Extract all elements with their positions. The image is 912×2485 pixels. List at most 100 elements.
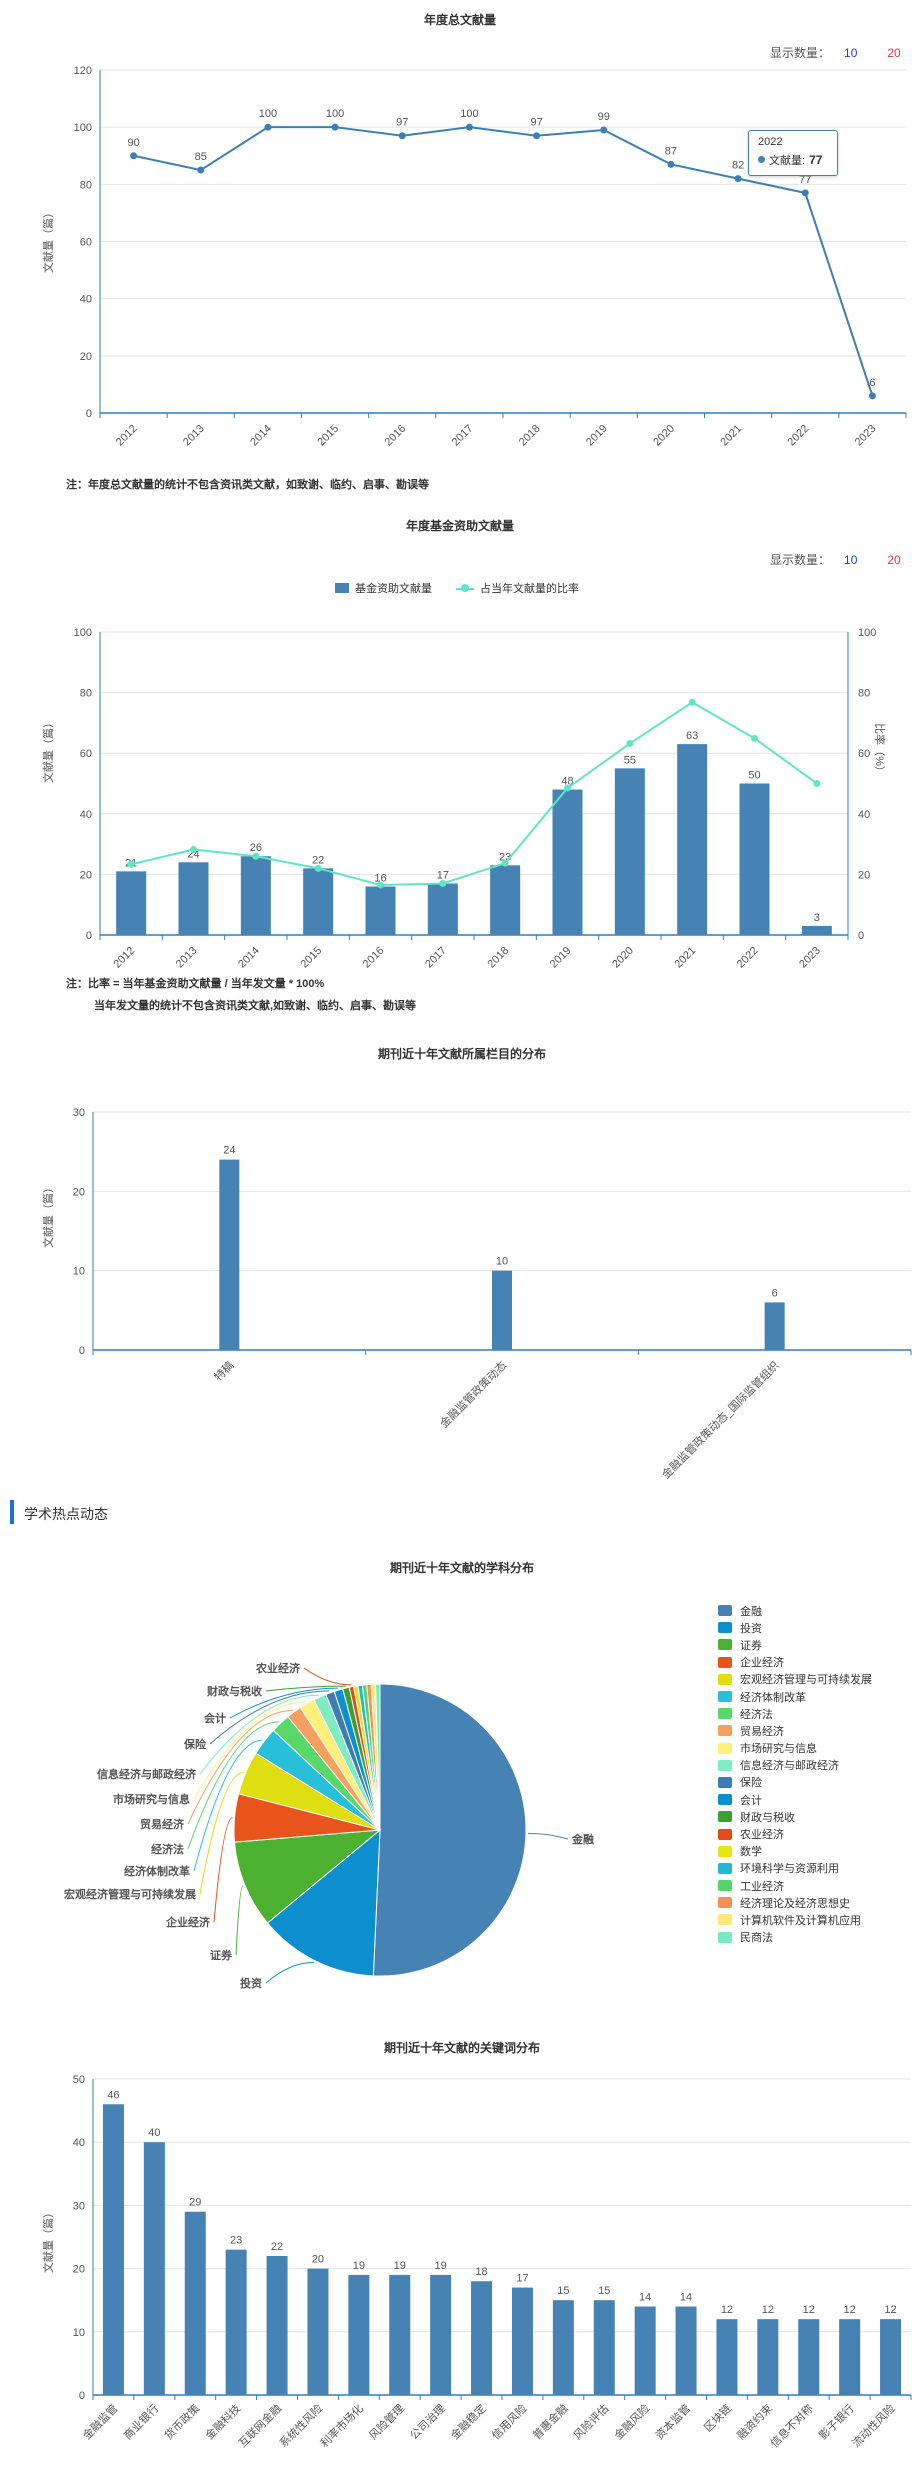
count-20-button[interactable]: 20 <box>887 553 901 567</box>
ratio-point <box>688 698 696 706</box>
ratio-point <box>751 734 758 742</box>
legend-item[interactable]: 数学 <box>718 1843 872 1860</box>
tooltip-year: 2022 <box>758 136 783 148</box>
count-10-button[interactable]: 10 <box>844 46 858 60</box>
keyword-value-label: 12 <box>803 2304 815 2316</box>
column-x-tick: 金融监管政策动态_国际监管组织 <box>659 1358 782 1481</box>
pie-leader-line <box>265 1961 314 1984</box>
fund-bar <box>552 789 583 935</box>
legend-item[interactable]: 投资 <box>718 1619 872 1636</box>
ratio-point <box>190 846 197 854</box>
count-switch-label: 显示数量： <box>770 553 831 567</box>
fund-x-tick: 2022 <box>735 945 761 971</box>
legend-swatch <box>718 1656 732 1668</box>
legend-swatch <box>718 1759 732 1771</box>
legend-item[interactable]: 农业经济 <box>718 1825 872 1842</box>
annual-point <box>801 189 809 197</box>
annual-point <box>331 123 339 131</box>
legend-fund-count[interactable]: 基金资助文献量 <box>355 583 432 595</box>
annual-value-label: 100 <box>326 108 344 120</box>
fund-y2-tick: 100 <box>858 627 876 639</box>
fund-value-label: 16 <box>374 873 386 885</box>
legend-item[interactable]: 保险 <box>718 1774 872 1791</box>
legend-item[interactable]: 环境科学与资源利用 <box>718 1860 872 1877</box>
legend-swatch <box>718 1622 732 1634</box>
legend-label: 数学 <box>740 1846 762 1859</box>
annual-x-tick: 2012 <box>114 423 140 449</box>
fund-y2-tick: 20 <box>858 869 870 881</box>
fund-x-tick: 2016 <box>361 945 387 971</box>
annual-x-tick: 2022 <box>786 423 812 449</box>
keyword-y-tick: 50 <box>73 2074 85 2086</box>
count-10-button[interactable]: 10 <box>844 553 858 567</box>
annual-x-tick: 2013 <box>181 423 207 449</box>
keyword-y-tick: 0 <box>79 2390 85 2402</box>
fund-y2-axis-label: 比率（%） <box>873 723 887 777</box>
legend-item[interactable]: 计算机软件及计算机应用 <box>718 1911 872 1928</box>
legend-item[interactable]: 民商法 <box>718 1929 872 1946</box>
keyword-value-label: 19 <box>435 2260 447 2272</box>
annual-value-label: 82 <box>732 160 744 172</box>
fund-chart-title: 年度基金资助文献量 <box>406 518 514 533</box>
annual-x-tick: 2023 <box>853 423 879 449</box>
legend-item[interactable]: 财政与税收 <box>718 1808 872 1825</box>
annual-value-label: 87 <box>665 145 677 157</box>
keyword-bar <box>634 2306 656 2395</box>
keyword-x-tick: 金融科技 <box>202 2401 243 2442</box>
keyword-value-label: 20 <box>312 2254 324 2266</box>
keyword-x-tick: 流动性风险 <box>849 2401 898 2450</box>
fund-note-1: 注：比率 = 当年基金资助文献量 / 当年发文量 * 100% <box>66 978 325 990</box>
legend-item[interactable]: 企业经济 <box>718 1654 872 1671</box>
annual-y-tick: 100 <box>74 122 92 134</box>
fund-y-tick: 40 <box>80 809 92 821</box>
column-y-tick: 30 <box>73 1107 85 1119</box>
legend-item[interactable]: 经济体制改革 <box>718 1688 872 1705</box>
legend-item[interactable]: 经济法 <box>718 1705 872 1722</box>
legend-ratio[interactable]: 占当年文献量的比率 <box>480 583 579 595</box>
keyword-bar <box>675 2306 697 2395</box>
legend-item[interactable]: 金融 <box>718 1602 872 1619</box>
keyword-value-label: 14 <box>639 2292 651 2304</box>
fund-value-label: 55 <box>624 754 636 766</box>
annual-x-tick: 2016 <box>383 423 409 449</box>
legend-swatch <box>718 1862 732 1874</box>
fund-y-tick: 100 <box>74 627 92 639</box>
keyword-value-label: 18 <box>475 2266 487 2278</box>
legend-item[interactable]: 经济理论及经济思想史 <box>718 1894 872 1911</box>
section-accent-bar <box>10 1500 14 1524</box>
annual-point <box>868 392 876 400</box>
pie-leader-line <box>199 1771 244 1895</box>
pie-leader-line <box>209 1690 330 1745</box>
column-y-tick: 10 <box>73 1266 85 1278</box>
fund-y-axis-label: 文献量（篇） <box>41 717 55 783</box>
fund-bar <box>240 856 271 935</box>
annual-value-label: 6 <box>869 377 875 389</box>
legend-item[interactable]: 工业经济 <box>718 1877 872 1894</box>
column-bar <box>492 1270 512 1350</box>
legend-item[interactable]: 会计 <box>718 1791 872 1808</box>
legend-swatch <box>718 1776 732 1788</box>
legend-item[interactable]: 证券 <box>718 1636 872 1653</box>
pie-outer-label: 证券 <box>210 1948 233 1962</box>
keyword-x-tick: 信用风险 <box>489 2401 530 2442</box>
count-20-button[interactable]: 20 <box>887 46 901 60</box>
annual-count-switch: 显示数量： 10 20 <box>770 44 901 61</box>
legend-label: 宏观经济管理与可持续发展 <box>740 1674 872 1687</box>
legend-item[interactable]: 贸易经济 <box>718 1722 872 1739</box>
column-x-tick: 金融监管政策动态 <box>437 1358 509 1430</box>
fund-y-tick: 20 <box>80 869 92 881</box>
legend-swatch <box>718 1897 732 1909</box>
keyword-bar <box>225 2249 247 2395</box>
annual-value-label: 85 <box>195 151 207 163</box>
annual-point <box>533 132 541 140</box>
legend-item[interactable]: 信息经济与邮政经济 <box>718 1757 872 1774</box>
legend-item[interactable]: 市场研究与信息 <box>718 1740 872 1757</box>
legend-item[interactable]: 宏观经济管理与可持续发展 <box>718 1671 872 1688</box>
subject-chart-title: 期刊近十年文献的学科分布 <box>390 1560 534 1575</box>
column-y-tick: 20 <box>73 1186 85 1198</box>
legend-label: 保险 <box>740 1777 762 1790</box>
column-y-tick: 0 <box>79 1345 85 1357</box>
legend-label: 经济法 <box>740 1708 773 1721</box>
annual-x-tick: 2014 <box>248 423 274 449</box>
keyword-value-label: 12 <box>762 2304 774 2316</box>
